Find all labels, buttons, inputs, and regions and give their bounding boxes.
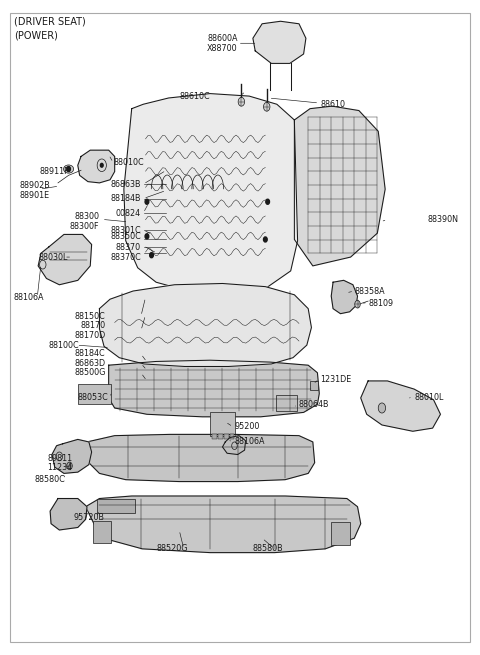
Text: (DRIVER SEAT): (DRIVER SEAT) [14, 16, 86, 26]
FancyBboxPatch shape [276, 395, 297, 411]
FancyBboxPatch shape [212, 434, 217, 440]
Text: 88064B: 88064B [299, 400, 329, 409]
Text: 89811: 89811 [48, 454, 72, 463]
Text: 88106A: 88106A [234, 438, 265, 447]
Text: 88184C: 88184C [75, 349, 106, 358]
Text: 88106A: 88106A [13, 293, 44, 302]
Ellipse shape [63, 165, 73, 173]
Text: 88520G: 88520G [156, 544, 188, 553]
FancyBboxPatch shape [97, 499, 135, 513]
Text: 86863B: 86863B [110, 179, 141, 189]
Circle shape [145, 199, 149, 204]
Circle shape [67, 166, 71, 172]
Text: 88300
88300F: 88300 88300F [70, 212, 99, 231]
Polygon shape [331, 280, 358, 314]
Text: 88053C: 88053C [78, 394, 108, 402]
Text: 88109: 88109 [368, 299, 393, 308]
Circle shape [378, 403, 385, 413]
FancyBboxPatch shape [224, 434, 228, 440]
Text: 86863D: 86863D [74, 359, 106, 368]
Polygon shape [99, 284, 312, 367]
Text: 88600A
X88700: 88600A X88700 [207, 34, 238, 53]
Text: 88358A: 88358A [354, 286, 385, 295]
Text: 95720B: 95720B [73, 513, 104, 522]
FancyBboxPatch shape [230, 434, 234, 440]
Circle shape [145, 234, 149, 239]
Text: 88390N: 88390N [428, 215, 459, 224]
Polygon shape [78, 150, 115, 183]
Text: 88610: 88610 [321, 100, 346, 109]
Text: 88301C: 88301C [110, 225, 141, 234]
Circle shape [238, 98, 245, 106]
Circle shape [355, 301, 360, 308]
Text: 88500G: 88500G [74, 368, 106, 377]
FancyBboxPatch shape [210, 412, 235, 436]
Polygon shape [361, 381, 441, 431]
Polygon shape [85, 496, 361, 553]
Text: 00824: 00824 [116, 208, 141, 217]
Text: 88911F: 88911F [39, 167, 69, 176]
Bar [331, 523, 349, 545]
Text: 88170
88170D: 88170 88170D [74, 321, 106, 340]
Polygon shape [87, 434, 315, 481]
Text: 88902B
88901E: 88902B 88901E [20, 181, 50, 200]
Polygon shape [253, 21, 306, 64]
FancyBboxPatch shape [310, 381, 318, 390]
Text: 88010L: 88010L [414, 394, 444, 402]
Circle shape [150, 253, 154, 257]
Polygon shape [294, 106, 385, 266]
Polygon shape [50, 498, 87, 530]
Circle shape [264, 102, 270, 111]
Text: 11234: 11234 [48, 462, 72, 472]
Text: 1231DE: 1231DE [321, 375, 352, 384]
Text: 88580C: 88580C [35, 475, 66, 484]
FancyBboxPatch shape [218, 434, 223, 440]
Text: 88580B: 88580B [253, 544, 284, 553]
Polygon shape [223, 436, 246, 455]
Polygon shape [108, 360, 319, 417]
Polygon shape [38, 234, 92, 285]
Text: 88350C
88370
88370C: 88350C 88370 88370C [110, 233, 141, 261]
Polygon shape [52, 440, 92, 474]
Text: (POWER): (POWER) [14, 30, 58, 40]
Circle shape [67, 462, 72, 470]
Text: 88610C: 88610C [180, 92, 210, 101]
Polygon shape [124, 94, 298, 291]
Text: 88010C: 88010C [113, 159, 144, 167]
Text: 88030L: 88030L [38, 253, 68, 261]
Circle shape [100, 163, 103, 167]
Text: 88150C: 88150C [75, 312, 106, 321]
Bar [93, 521, 111, 543]
Text: 88184B: 88184B [110, 194, 141, 203]
Text: 88100C: 88100C [49, 341, 79, 350]
Text: 95200: 95200 [234, 422, 260, 432]
FancyBboxPatch shape [78, 384, 111, 404]
Circle shape [266, 199, 269, 204]
Circle shape [264, 237, 267, 242]
